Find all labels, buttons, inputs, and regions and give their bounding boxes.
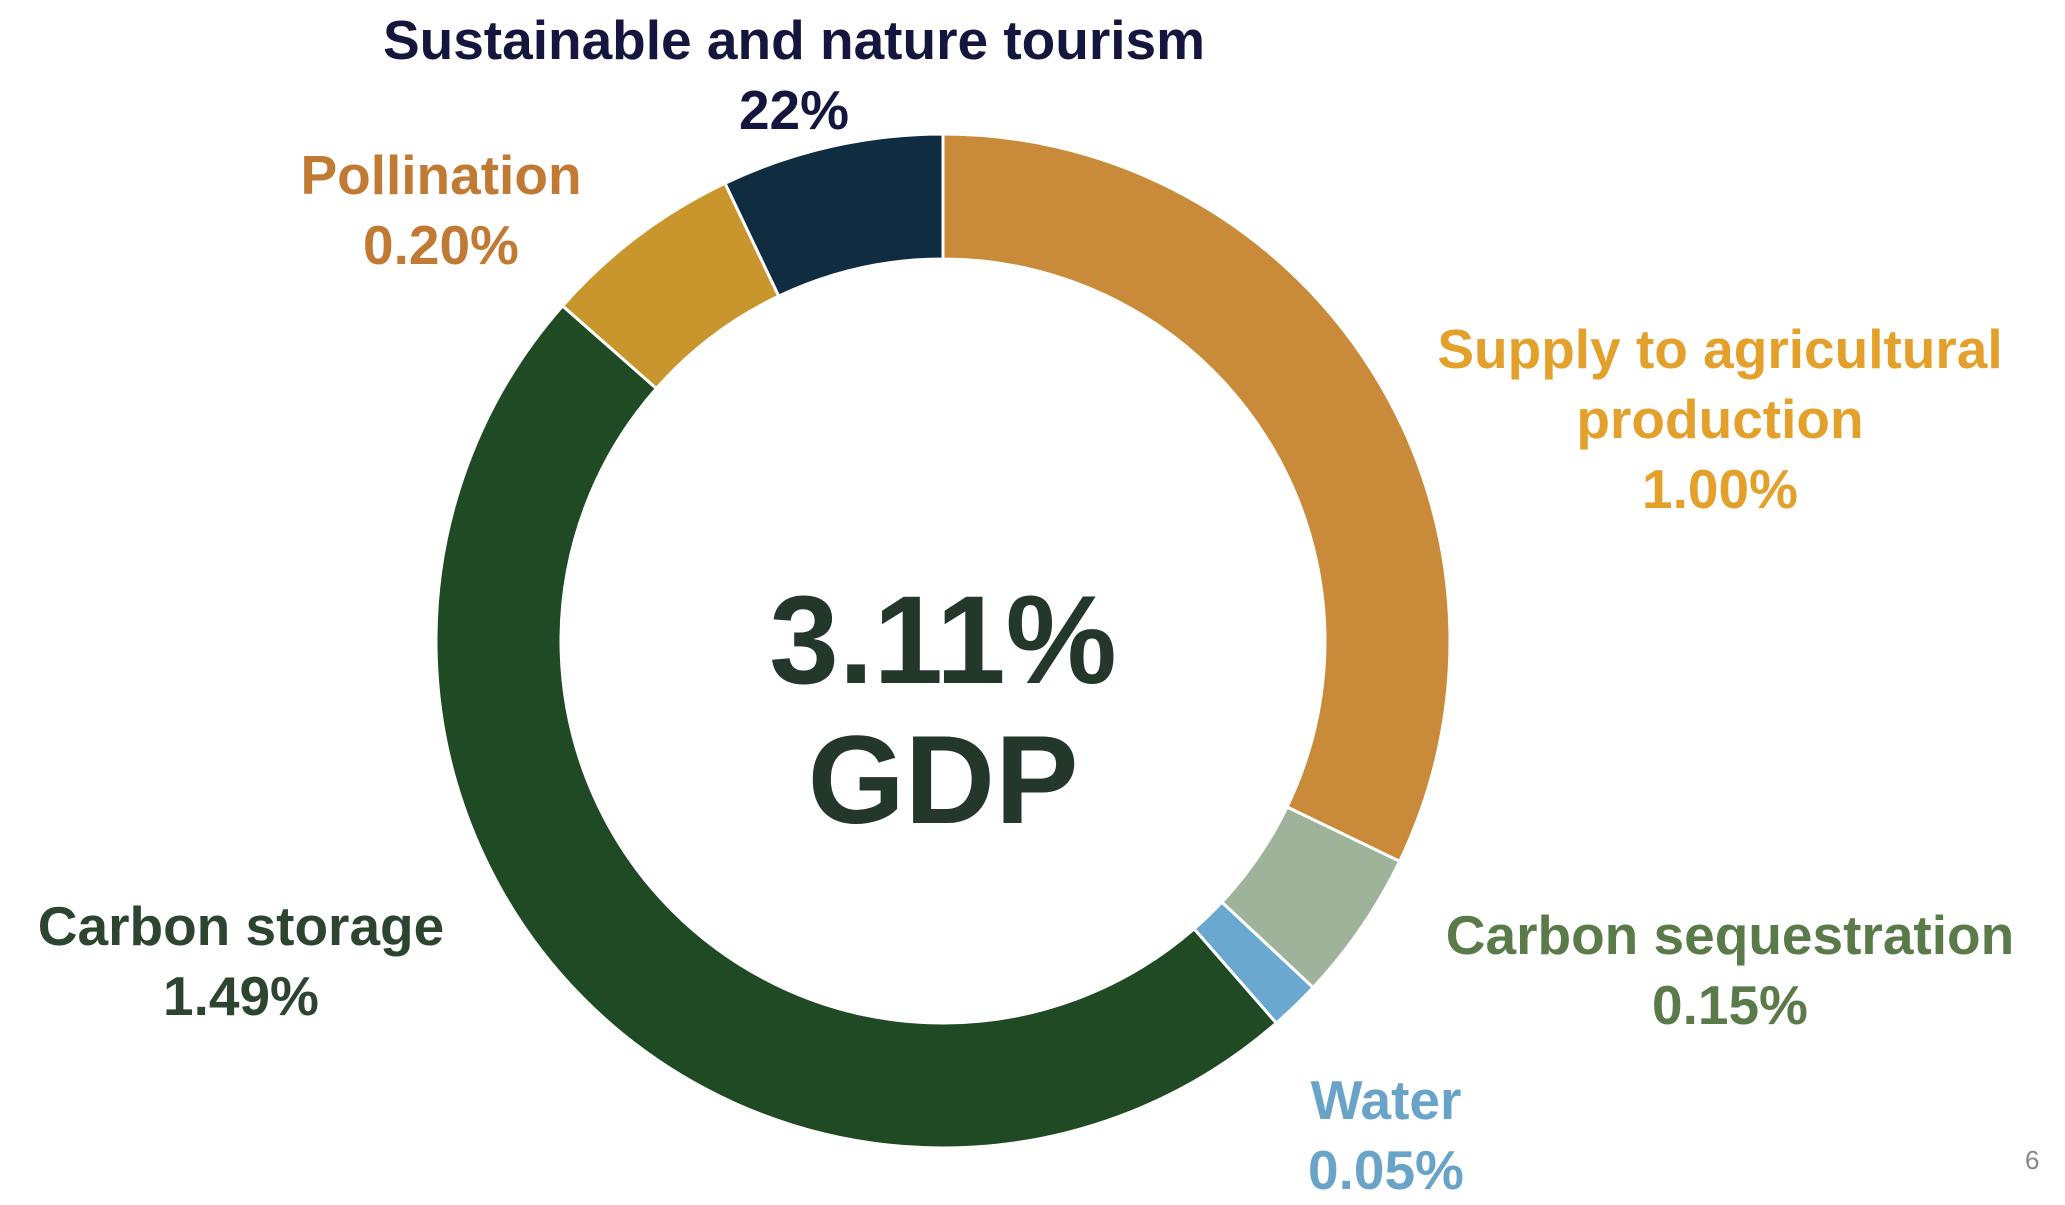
value-label: 0.20% xyxy=(363,214,519,276)
segment-label: Carbon storage 1.49% xyxy=(0,891,482,1031)
category-name: Water xyxy=(1310,1069,1462,1131)
category-name: Supply to agricultural production xyxy=(1437,318,2003,450)
value-label: 1.00% xyxy=(1642,458,1798,520)
segment-label: Supply to agricultural production 1.00% xyxy=(1380,314,2060,524)
donut-segment xyxy=(723,132,945,299)
segment-label: Sustainable and nature tourism 22% xyxy=(294,5,1294,145)
segment-label: Carbon sequestration 0.15% xyxy=(1380,900,2065,1040)
value-label: 0.05% xyxy=(1308,1139,1464,1201)
category-name: Pollination xyxy=(300,144,582,206)
category-name: Carbon sequestration xyxy=(1445,904,2015,966)
value-label: 0.15% xyxy=(1652,974,1808,1036)
category-name: Carbon storage xyxy=(37,895,445,957)
donut-segment xyxy=(434,303,1279,1150)
center-label: 3.11% GDP xyxy=(769,571,1117,850)
segment-label: Pollination 0.20% xyxy=(241,140,641,280)
donut-segment xyxy=(941,132,1452,864)
segment-label: Water 0.05% xyxy=(1186,1065,1586,1205)
category-name: Sustainable and nature tourism xyxy=(382,9,1206,71)
page-number: 6 xyxy=(2025,1145,2040,1175)
value-label: 22% xyxy=(738,79,850,141)
value-label: 1.49% xyxy=(163,965,319,1027)
